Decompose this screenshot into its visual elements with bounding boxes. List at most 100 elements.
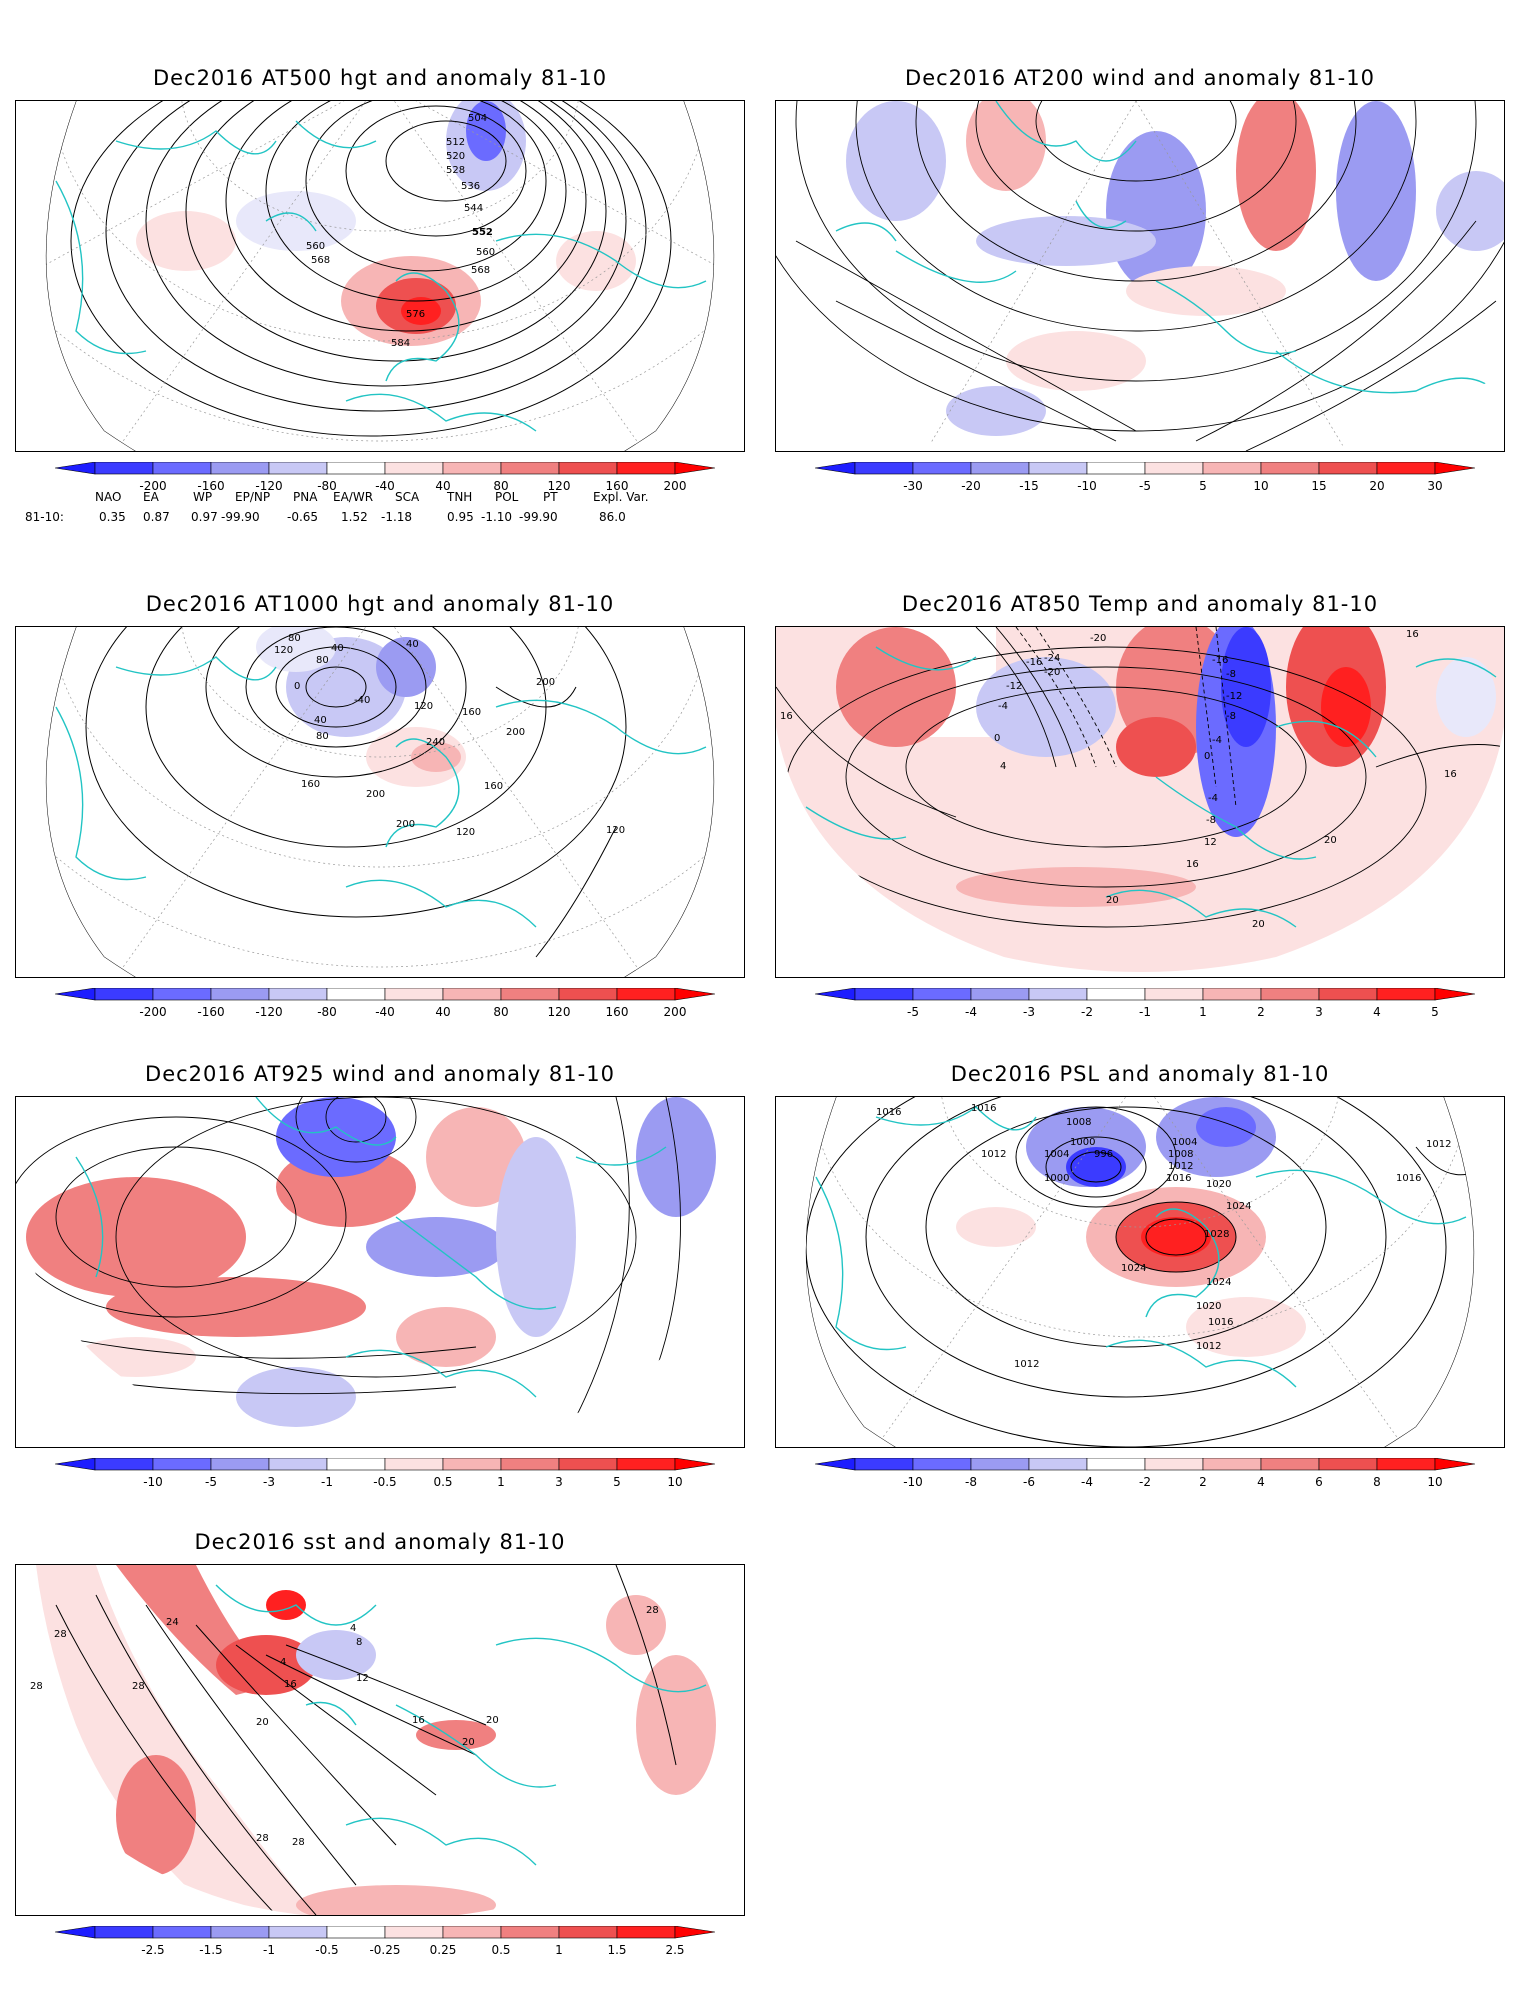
colorbar-tick: 160 (606, 479, 629, 493)
colorbar-tick: 200 (664, 1005, 687, 1019)
colorbar-tick: -160 (197, 1005, 224, 1019)
colorbar-tick: 1 (497, 1475, 505, 1489)
colorbar-tick: -30 (903, 479, 923, 493)
contour-label: -4 (1208, 793, 1218, 804)
contour-label: -16 (1026, 657, 1042, 668)
map-at500: 504 512 520 528 536 544 552 560 568 560 … (15, 100, 745, 452)
contour-label: 1016 (876, 1107, 901, 1118)
contour-label: 1012 (1168, 1161, 1193, 1172)
colorbar-tick: -80 (317, 1005, 337, 1019)
contour-label: 0 (294, 681, 300, 692)
colorbar-graphic: -5 -4 -3 -2 -1 1 2 3 4 5 (815, 988, 1475, 1019)
colorbar-tick: 4 (1373, 1005, 1381, 1019)
contour-label: 576 (406, 309, 425, 320)
contour-label: 504 (468, 113, 487, 124)
teleconnection-table: NAO EA WP EP/NP PNA EA/WR SCA TNH POL PT… (15, 490, 735, 530)
contour-label: 1020 (1196, 1301, 1221, 1312)
colorbar-tick: -200 (139, 479, 166, 493)
colorbar-tick: 2.5 (665, 1943, 684, 1957)
contour-label: 4 (280, 1657, 286, 1668)
contour-label: 28 (30, 1681, 43, 1692)
colorbar-tick: -160 (197, 479, 224, 493)
contour-label: 1016 (971, 1103, 996, 1114)
contour-label: -4 (998, 701, 1008, 712)
colorbar-tick: -80 (317, 479, 337, 493)
index-header: EA (143, 490, 159, 504)
contour-label: -20 (1044, 667, 1060, 678)
contour-label: 28 (292, 1837, 305, 1848)
colorbar: -10 -5 -3 -1 -0.5 0.5 1 3 5 10 (55, 1458, 715, 1498)
colorbar-tick: -10 (143, 1475, 163, 1489)
colorbar-tick: -1 (1139, 1005, 1151, 1019)
contour-label: 200 (396, 819, 415, 830)
contour-label: 1024 (1226, 1201, 1251, 1212)
colorbar-tick: 0.25 (430, 1943, 457, 1957)
colorbar-tick: 5 (1199, 479, 1207, 493)
contour-label: 560 (476, 247, 495, 258)
contour-label: 40 (406, 639, 419, 650)
contour-label: 20 (256, 1717, 269, 1728)
contour-label: 1000 (1070, 1137, 1095, 1148)
contour-label: 80 (316, 731, 329, 742)
map-at850: -20 -16 -24 -16 -20 -12 -8 -12 -8 -4 0 -… (775, 626, 1505, 978)
colorbar-tick: -8 (965, 1475, 977, 1489)
panel-title: Dec2016 AT925 wind and anomaly 81-10 (145, 1062, 615, 1086)
contour-label: -8 (1206, 815, 1216, 826)
colorbar-tick: 40 (435, 479, 450, 493)
contour-label: 1004 (1044, 1149, 1069, 1160)
colorbar-tick: -120 (255, 1005, 282, 1019)
map-at925 (15, 1096, 745, 1448)
contour-label: -12 (1006, 681, 1022, 692)
colorbar-tick: -2 (1081, 1005, 1093, 1019)
contour-label: 1008 (1066, 1117, 1091, 1128)
colorbar-tick: 3 (1315, 1005, 1323, 1019)
colorbar-tick: 8 (1373, 1475, 1381, 1489)
colorbar-graphic: -2.5 -1.5 -1 -0.5 -0.25 0.25 0.5 1 1.5 2… (55, 1926, 715, 1957)
map-sst: 28 28 28 24 20 16 12 4 8 4 16 20 20 28 2… (15, 1564, 745, 1916)
contour-label: 160 (462, 707, 481, 718)
colorbar-tick: -2.5 (141, 1943, 164, 1957)
colorbar-tick: 5 (1431, 1005, 1439, 1019)
colorbar-tick: 15 (1311, 479, 1326, 493)
colorbar-tick: 4 (1257, 1475, 1265, 1489)
panel-title: Dec2016 AT500 hgt and anomaly 81-10 (152, 66, 608, 90)
index-value: 0.95 (447, 510, 474, 524)
contour-label: 1012 (1014, 1359, 1039, 1370)
contour-label: -8 (1226, 669, 1236, 680)
contour-label: 1008 (1168, 1149, 1193, 1160)
index-value: -99.90 (519, 510, 558, 524)
colorbar-tick: 10 (1427, 1475, 1442, 1489)
index-value: 0.35 (99, 510, 126, 524)
contour-label: 40 (314, 715, 327, 726)
colorbar-graphic: -200 -160 -120 -80 -40 40 80 120 160 200 (55, 462, 715, 493)
panel-title: Dec2016 sst and anomaly 81-10 (194, 1530, 566, 1554)
contour-label: 560 (306, 241, 325, 252)
colorbar-tick: 2 (1257, 1005, 1265, 1019)
contour-label: 568 (311, 255, 330, 266)
colorbar: -5 -4 -3 -2 -1 1 2 3 4 5 (815, 988, 1475, 1028)
colorbar-tick: 20 (1369, 479, 1384, 493)
index-value: -99.90 (221, 510, 260, 524)
index-value: 86.0 (599, 510, 626, 524)
contour-label: 16 (412, 1715, 425, 1726)
contour-label: 1024 (1121, 1263, 1146, 1274)
map-graphic: 504 512 520 528 536 544 552 560 568 560 … (45, 101, 715, 451)
contour-label: 28 (132, 1681, 145, 1692)
index-value: -1.10 (481, 510, 513, 524)
colorbar-tick: -0.5 (373, 1475, 396, 1489)
map-graphic: 1016 1016 1008 1012 1004 1000 996 1000 1… (805, 1097, 1475, 1447)
contour-label: 568 (471, 265, 490, 276)
colorbar-graphic: -200 -160 -120 -80 -40 40 80 120 160 200 (55, 988, 715, 1019)
colorbar-tick: -1 (263, 1943, 275, 1957)
contour-label: 1012 (1426, 1139, 1451, 1150)
contour-label: 160 (484, 781, 503, 792)
colorbar-tick: 10 (667, 1475, 682, 1489)
colorbar-tick: -5 (1139, 479, 1151, 493)
contour-label: 28 (256, 1833, 269, 1844)
contour-label: 1004 (1172, 1137, 1197, 1148)
contour-label: -24 (1044, 653, 1060, 664)
index-value: -1.18 (381, 510, 413, 524)
map-at1000: 120 80 40 80 40 0 -40 40 80 120 160 240 … (15, 626, 745, 978)
contour-label: 200 (536, 677, 555, 688)
panel-title: Dec2016 PSL and anomaly 81-10 (950, 1062, 1330, 1086)
